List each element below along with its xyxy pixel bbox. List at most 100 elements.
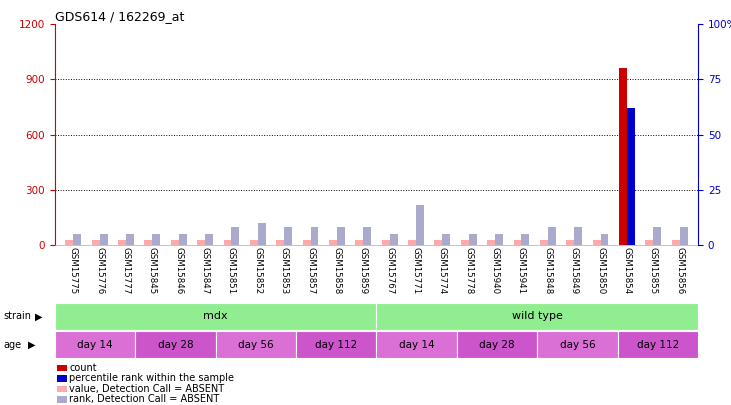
Bar: [284, 227, 292, 245]
Bar: [654, 227, 662, 245]
Text: wild type: wild type: [512, 311, 563, 321]
Bar: [574, 227, 582, 245]
Text: GSM15777: GSM15777: [121, 247, 131, 294]
Bar: [680, 227, 688, 245]
Text: GSM15940: GSM15940: [491, 247, 499, 294]
Bar: [258, 223, 266, 245]
Bar: [601, 234, 608, 245]
Text: GSM15854: GSM15854: [622, 247, 632, 294]
Text: rank, Detection Call = ABSENT: rank, Detection Call = ABSENT: [69, 394, 220, 404]
Bar: [382, 239, 390, 245]
Bar: [408, 239, 416, 245]
Bar: [197, 239, 205, 245]
Bar: [250, 239, 258, 245]
Text: GSM15859: GSM15859: [359, 247, 368, 294]
Bar: [618, 331, 698, 358]
Bar: [469, 234, 477, 245]
Bar: [118, 239, 126, 245]
Bar: [126, 234, 134, 245]
Text: GSM15775: GSM15775: [69, 247, 77, 294]
Bar: [135, 331, 216, 358]
Bar: [537, 331, 618, 358]
Bar: [216, 331, 296, 358]
Text: count: count: [69, 363, 97, 373]
Bar: [145, 239, 152, 245]
Bar: [457, 331, 537, 358]
Text: day 28: day 28: [158, 340, 193, 350]
Bar: [329, 239, 337, 245]
Text: GSM15767: GSM15767: [385, 247, 394, 294]
Text: GSM15847: GSM15847: [200, 247, 210, 294]
Text: day 56: day 56: [560, 340, 595, 350]
Text: GSM15774: GSM15774: [438, 247, 447, 294]
Text: GSM15857: GSM15857: [306, 247, 315, 294]
Text: GSM15846: GSM15846: [174, 247, 183, 294]
Text: day 14: day 14: [399, 340, 434, 350]
Text: GDS614 / 162269_at: GDS614 / 162269_at: [55, 10, 184, 23]
Bar: [540, 239, 548, 245]
Bar: [179, 234, 186, 245]
Bar: [548, 227, 556, 245]
Bar: [311, 227, 319, 245]
Text: GSM15855: GSM15855: [649, 247, 658, 294]
Bar: [337, 227, 345, 245]
Bar: [434, 239, 442, 245]
Bar: [55, 303, 376, 330]
Bar: [461, 239, 469, 245]
Bar: [514, 239, 521, 245]
Bar: [442, 234, 450, 245]
Text: ▶: ▶: [35, 311, 42, 321]
Text: GSM15941: GSM15941: [517, 247, 526, 294]
Text: GSM15845: GSM15845: [148, 247, 157, 294]
Bar: [521, 234, 529, 245]
Bar: [296, 331, 376, 358]
Text: ▶: ▶: [28, 340, 35, 350]
Text: GSM15771: GSM15771: [412, 247, 420, 294]
Bar: [593, 239, 601, 245]
Bar: [55, 331, 135, 358]
Bar: [645, 239, 654, 245]
Text: mdx: mdx: [203, 311, 228, 321]
Bar: [416, 205, 424, 245]
Bar: [152, 234, 160, 245]
Text: day 112: day 112: [315, 340, 357, 350]
Text: day 28: day 28: [480, 340, 515, 350]
Bar: [303, 239, 311, 245]
Text: GSM15849: GSM15849: [569, 247, 579, 294]
Bar: [619, 68, 627, 245]
Text: day 56: day 56: [238, 340, 273, 350]
Text: GSM15856: GSM15856: [675, 247, 684, 294]
Bar: [495, 234, 503, 245]
Bar: [205, 234, 213, 245]
Text: value, Detection Call = ABSENT: value, Detection Call = ABSENT: [69, 384, 224, 394]
Text: GSM15776: GSM15776: [95, 247, 104, 294]
Bar: [390, 234, 398, 245]
Bar: [73, 234, 81, 245]
Text: GSM15853: GSM15853: [280, 247, 289, 294]
Text: day 112: day 112: [637, 340, 679, 350]
Text: GSM15848: GSM15848: [543, 247, 553, 294]
Text: GSM15858: GSM15858: [333, 247, 341, 294]
Text: strain: strain: [4, 311, 31, 321]
Text: day 14: day 14: [77, 340, 113, 350]
Bar: [91, 239, 99, 245]
Bar: [99, 234, 107, 245]
Bar: [65, 239, 73, 245]
Text: GSM15778: GSM15778: [464, 247, 473, 294]
Bar: [567, 239, 574, 245]
Bar: [276, 239, 284, 245]
Text: percentile rank within the sample: percentile rank within the sample: [69, 373, 235, 383]
Text: GSM15850: GSM15850: [596, 247, 605, 294]
Bar: [627, 108, 635, 245]
Bar: [376, 331, 457, 358]
Text: GSM15851: GSM15851: [227, 247, 236, 294]
Bar: [355, 239, 363, 245]
Bar: [363, 227, 371, 245]
Text: GSM15852: GSM15852: [254, 247, 262, 294]
Bar: [232, 227, 239, 245]
Text: age: age: [4, 340, 22, 350]
Bar: [224, 239, 232, 245]
Bar: [487, 239, 495, 245]
Bar: [376, 303, 698, 330]
Bar: [171, 239, 179, 245]
